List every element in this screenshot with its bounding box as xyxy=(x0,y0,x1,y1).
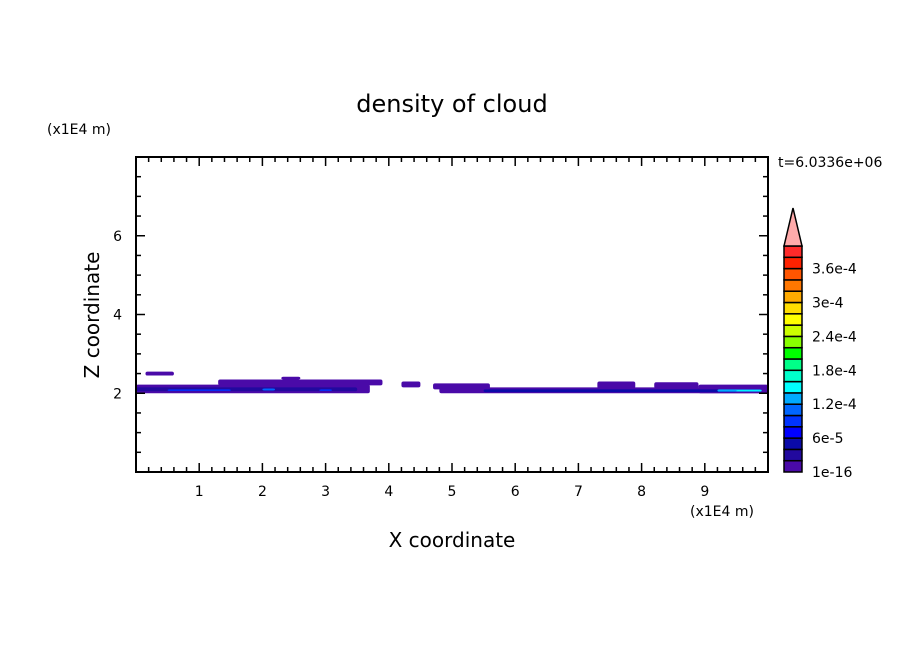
axis-ticks xyxy=(136,157,768,472)
y-unit-label: (x1E4 m) xyxy=(47,122,111,138)
colorbar-swatch xyxy=(783,335,803,349)
x-tick-label: 7 xyxy=(574,484,583,500)
cloud-region xyxy=(145,371,174,376)
x-unit-label: (x1E4 m) xyxy=(690,504,754,520)
colorbar-label: 3.6e-4 xyxy=(812,262,857,278)
x-tick-label: 8 xyxy=(637,484,646,500)
x-axis-label: X coordinate xyxy=(389,528,516,552)
colorbar-swatch xyxy=(783,448,803,462)
cloud-region xyxy=(281,376,301,380)
cloud-region xyxy=(433,383,490,390)
colorbar-swatch xyxy=(783,369,803,383)
tick-labels: 1 2 3 4 5 6 7 8 9 2 4 6 xyxy=(113,229,709,500)
colorbar-label: 1.2e-4 xyxy=(812,397,857,413)
cloud-region xyxy=(218,379,383,386)
colorbar-swatch xyxy=(783,267,803,281)
time-label: t=6.0336e+06 xyxy=(778,155,882,171)
colorbar-label: 1.8e-4 xyxy=(812,363,857,379)
x-tick-label: 6 xyxy=(511,484,520,500)
contour-regions xyxy=(136,371,768,394)
x-tick-label: 3 xyxy=(321,484,330,500)
colorbar-swatch xyxy=(783,380,803,394)
colorbar-swatch xyxy=(783,313,803,326)
cloud-region xyxy=(319,389,332,391)
cloud-region xyxy=(167,389,231,391)
colorbar-swatch xyxy=(783,392,803,405)
colorbar-swatch xyxy=(783,426,803,439)
cloud-region xyxy=(654,382,699,389)
y-axis-label: Z coordinate xyxy=(80,252,104,379)
cloud-region xyxy=(483,389,737,393)
colorbar-swatch xyxy=(783,459,803,473)
colorbar-swatch xyxy=(783,346,803,360)
y-tick-label: 4 xyxy=(113,308,122,324)
cloud-region xyxy=(597,381,636,389)
colorbar-swatch xyxy=(783,256,803,270)
x-tick-label: 2 xyxy=(258,484,267,500)
y-tick-label: 6 xyxy=(113,229,122,245)
x-tick-label: 5 xyxy=(448,484,457,500)
x-tick-label: 4 xyxy=(384,484,393,500)
cloud-region xyxy=(736,390,762,392)
colorbar-swatch xyxy=(783,403,803,417)
colorbar-swatch xyxy=(783,414,803,428)
colorbar-label: 3e-4 xyxy=(812,296,844,312)
cloud-region xyxy=(262,388,276,391)
colorbar-swatch xyxy=(783,358,803,372)
colorbar-swatch xyxy=(783,301,803,315)
colorbar-swatch xyxy=(783,245,803,259)
colorbar-label: 6e-5 xyxy=(812,431,843,447)
colorbar-swatch xyxy=(783,324,803,338)
colorbar-label: 1e-16 xyxy=(812,465,852,481)
plot-frame xyxy=(135,156,769,473)
colorbar-swatch xyxy=(783,290,803,304)
x-tick-label: 1 xyxy=(195,484,204,500)
colorbar-swatch xyxy=(783,279,803,292)
x-tick-label: 9 xyxy=(700,484,709,500)
chart-title: density of cloud xyxy=(356,90,547,118)
colorbar-swatch xyxy=(783,437,803,451)
colorbar: 1e-16 6e-5 1.2e-4 1.8e-4 2.4e-4 3e-4 3.6e-4 xyxy=(783,207,857,481)
colorbar-label: 2.4e-4 xyxy=(812,329,857,345)
cloud-region xyxy=(401,381,421,388)
colorbar-overflow-arrow xyxy=(783,207,803,247)
y-tick-label: 2 xyxy=(113,386,122,402)
